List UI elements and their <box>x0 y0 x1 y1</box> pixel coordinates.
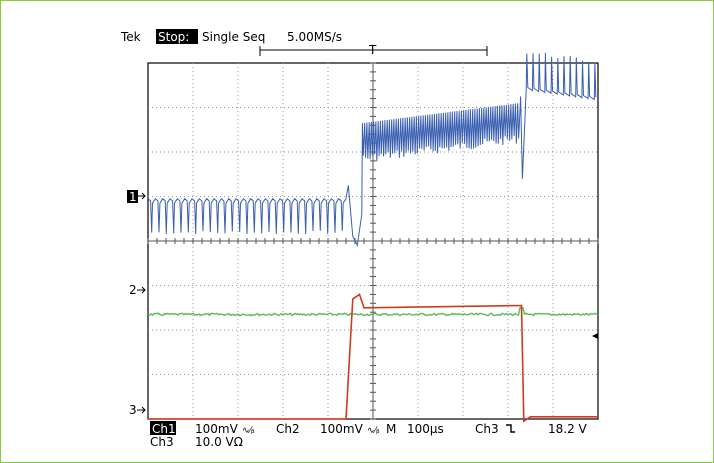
state-label: Stop: <box>158 30 189 44</box>
ch1-marker: 1 <box>127 190 146 204</box>
state-badge <box>156 29 198 44</box>
readout-ch1-scale: 100mV <box>195 422 239 436</box>
ch2-marker: 2 <box>129 283 146 297</box>
trigger-marker: T <box>368 43 377 57</box>
svg-text:3: 3 <box>129 403 137 417</box>
ch1-badge <box>150 421 176 435</box>
mode-label: Single Seq <box>202 30 265 44</box>
readout-ch2-scale: 100mV <box>320 422 364 436</box>
readout-ch3-scale: 10.0 VΩ <box>195 435 243 449</box>
readout-timebase: M <box>386 422 396 436</box>
readout-ch2: Ch2 <box>276 422 300 436</box>
readout-trigger-source: Ch3 <box>475 422 499 436</box>
svg-text:1: 1 <box>129 190 137 204</box>
rate-label: 5.00MS/s <box>287 30 342 44</box>
trace-ch1 <box>147 52 597 248</box>
readout-trigger-level: 18.2 V <box>548 422 588 436</box>
readout-timebase-value: 100μs <box>407 422 444 436</box>
graticule <box>147 62 599 420</box>
bandwidth-icon-2: ∿⁄ᵦ <box>367 426 380 436</box>
bandwidth-icon: ∿⁄ᵦ <box>242 426 255 436</box>
trigger-position-bracket: T <box>259 43 488 57</box>
readout-ch1: Ch1 <box>152 422 176 436</box>
trace-ch3 <box>148 293 598 423</box>
brand-label: Tek <box>120 30 141 44</box>
trigger-level-arrow-icon <box>592 333 598 339</box>
svg-text:2: 2 <box>129 283 137 297</box>
readout-ch3: Ch3 <box>150 435 174 449</box>
ch3-marker: 3 <box>129 403 146 417</box>
trace-ch2 <box>147 307 599 317</box>
falling-edge-icon <box>506 424 515 433</box>
